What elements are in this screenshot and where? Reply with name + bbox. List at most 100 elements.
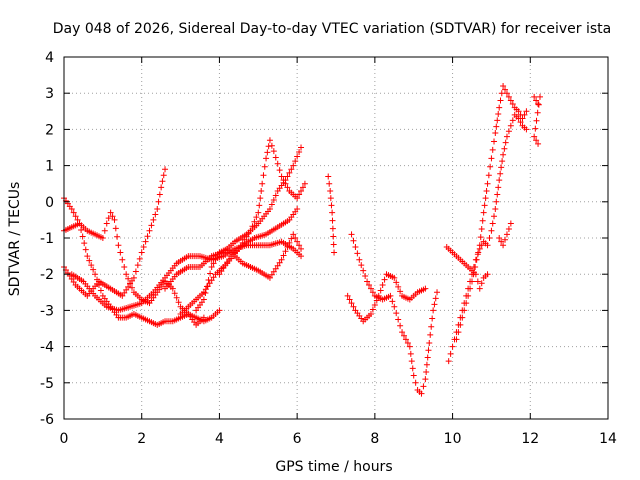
data-point-track-l	[502, 139, 509, 146]
data-point-track-f	[278, 173, 285, 180]
data-point-track-j	[424, 354, 431, 361]
data-point-track-i	[326, 180, 333, 187]
data-point-track-j	[422, 376, 429, 383]
data-point-track-m	[455, 329, 462, 336]
data-point-track-k	[348, 300, 355, 307]
data-point-track-j	[428, 323, 435, 330]
data-point-track-m	[457, 321, 464, 328]
data-point-track-l	[507, 122, 514, 129]
data-point-track-m	[481, 202, 488, 209]
data-point-track-l	[492, 206, 499, 213]
data-point-track-k	[377, 287, 384, 294]
grid-lines	[64, 57, 608, 419]
data-point-track-j	[431, 301, 438, 308]
data-point-track-c	[159, 178, 166, 185]
data-point-track-h	[216, 271, 223, 278]
data-point-track-i	[327, 187, 334, 194]
data-point-track-e	[298, 144, 305, 151]
data-point-track-k	[422, 285, 429, 292]
data-point-track-i	[329, 209, 336, 216]
data-point-track-b	[114, 233, 121, 240]
data-point-track-f	[257, 195, 264, 202]
data-point-track-b	[107, 209, 114, 216]
data-point-track-g	[272, 265, 279, 272]
data-point-track-h	[294, 206, 301, 213]
data-point-track-c	[160, 172, 167, 179]
data-point-track-f	[276, 167, 283, 174]
data-point-track-o	[533, 97, 540, 104]
data-point-track-o	[535, 140, 542, 147]
data-point-track-i	[325, 173, 332, 180]
data-point-track-a	[81, 240, 88, 247]
data-point-track-l	[447, 350, 454, 357]
data-point-track-f	[264, 149, 271, 156]
data-point-track-h	[222, 262, 229, 269]
data-point-track-f	[247, 227, 254, 234]
data-point-track-b	[123, 271, 130, 278]
data-point-track-b	[121, 263, 128, 270]
data-point-track-m	[496, 104, 503, 111]
y-tick-label: -1	[40, 231, 54, 247]
data-point-track-f	[253, 214, 260, 221]
data-point-track-p	[474, 278, 481, 285]
data-point-track-n	[502, 236, 509, 243]
data-point-track-j	[432, 295, 439, 302]
data-point-track-j	[430, 307, 437, 314]
y-tick-label: -2	[40, 267, 54, 283]
data-point-track-g	[205, 276, 212, 283]
data-point-track-k	[393, 279, 400, 286]
data-point-track-g	[288, 235, 295, 242]
data-point-track-k	[350, 303, 357, 310]
data-point-track-j	[399, 329, 406, 336]
data-point-track-c	[123, 286, 130, 293]
data-point-track-l	[489, 220, 496, 227]
data-point-track-f	[243, 233, 250, 240]
data-point-track-m	[483, 187, 490, 194]
data-point-track-o	[533, 117, 540, 124]
data-point-track-f	[249, 223, 256, 230]
data-point-track-m	[487, 163, 494, 170]
data-point-track-j	[406, 343, 413, 350]
data-point-track-a	[86, 257, 93, 264]
data-point-track-i	[329, 217, 336, 224]
data-point-track-a	[90, 266, 97, 273]
data-point-track-g	[284, 244, 291, 251]
data-point-track-j	[367, 285, 374, 292]
data-point-track-k	[371, 301, 378, 308]
data-point-track-c	[134, 262, 141, 269]
data-point-track-f	[259, 180, 266, 187]
data-point-track-l	[505, 128, 512, 135]
data-point-track-h	[220, 265, 227, 272]
y-tick-label: 4	[45, 50, 54, 66]
data-point-track-i	[329, 225, 336, 232]
data-point-track-g	[270, 268, 277, 275]
data-point-track-e	[296, 149, 303, 156]
data-point-track-f	[284, 184, 291, 191]
data-point-track-m	[484, 180, 491, 187]
data-point-track-j	[409, 365, 416, 372]
data-point-track-p	[472, 271, 479, 278]
data-point-track-c	[127, 280, 134, 287]
data-point-track-g	[290, 231, 297, 238]
data-point-track-m	[480, 209, 487, 216]
data-point-track-g	[294, 238, 301, 245]
data-point-track-g	[200, 296, 207, 303]
data-point-track-g	[207, 270, 214, 277]
y-tick-label: 3	[45, 86, 54, 102]
data-point-track-l	[449, 343, 456, 350]
data-point-track-j	[427, 331, 434, 338]
data-point-track-m	[476, 242, 483, 249]
data-point-track-a	[72, 213, 79, 220]
data-point-track-g	[280, 252, 287, 259]
data-point-track-m	[485, 172, 492, 179]
data-point-track-k	[344, 292, 351, 299]
data-point-track-j	[356, 256, 363, 263]
data-point-track-g	[202, 290, 209, 297]
data-point-track-j	[425, 347, 432, 354]
data-point-track-c	[152, 211, 159, 218]
data-point-track-m	[507, 97, 514, 104]
data-point-track-a	[79, 233, 86, 240]
data-point-track-j	[389, 298, 396, 305]
y-tick-label: 0	[45, 195, 54, 211]
data-point-track-m	[489, 146, 496, 153]
